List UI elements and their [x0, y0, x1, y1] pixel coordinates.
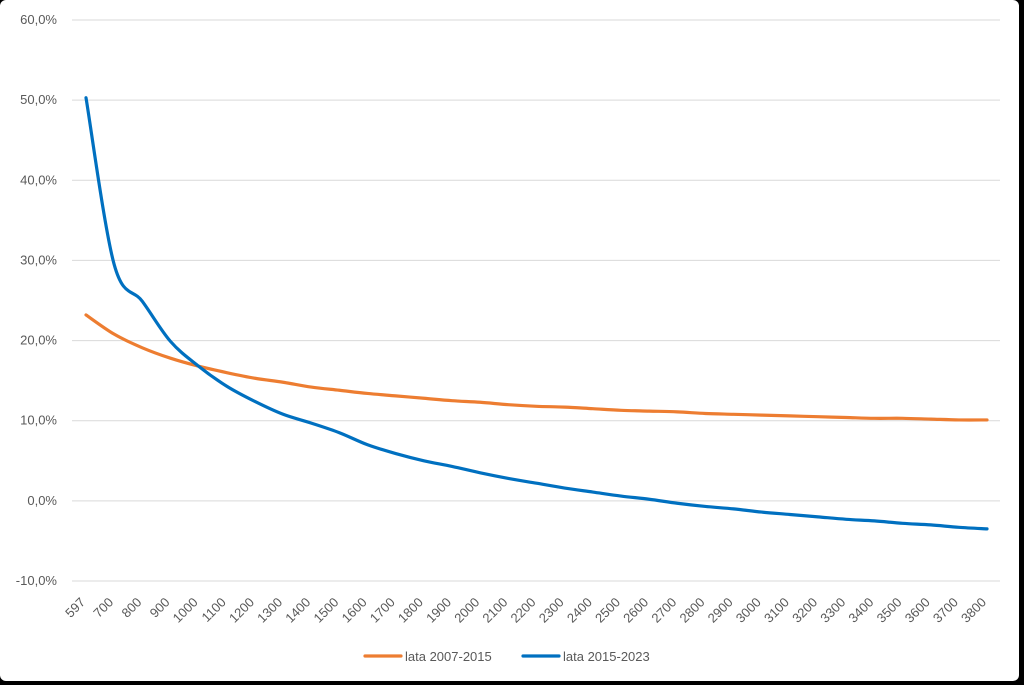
x-tick-label: 900 [147, 595, 173, 621]
x-tick-label: 1700 [367, 595, 398, 626]
y-tick-label: 50,0% [20, 92, 57, 107]
y-tick-label: 30,0% [20, 252, 57, 267]
x-tick-label: 2300 [536, 595, 567, 626]
x-tick-label: 2000 [451, 595, 482, 626]
x-tick-label: 1200 [226, 595, 257, 626]
y-axis-tick-labels: 60,0% 50,0% 40,0% 30,0% 20,0% 10,0% 0,0% -10,0% [16, 12, 58, 588]
legend: lata 2007-2015 lata 2015-2023 [363, 649, 650, 664]
series-line-1 [84, 313, 989, 422]
x-tick-label: 3500 [874, 595, 905, 626]
x-tick-label: 1900 [423, 595, 454, 626]
x-tick-label: 1400 [282, 595, 313, 626]
x-tick-label: 1800 [395, 595, 426, 626]
x-tick-label: 2800 [677, 595, 708, 626]
x-tick-label: 2900 [705, 595, 736, 626]
y-tick-label: 0,0% [27, 493, 57, 508]
x-tick-label: 3000 [733, 595, 764, 626]
x-tick-label: 1600 [339, 595, 370, 626]
series-line-2 [84, 96, 989, 531]
x-tick-label: 3200 [789, 595, 820, 626]
x-tick-label: 597 [62, 595, 88, 621]
x-tick-label: 2700 [648, 595, 679, 626]
legend-item-1: lata 2007-2015 [363, 649, 492, 664]
x-tick-label: 2200 [508, 595, 539, 626]
x-tick-label: 2400 [564, 595, 595, 626]
series-lines [84, 96, 989, 531]
y-tick-label: 40,0% [20, 172, 57, 187]
x-tick-label: 1500 [310, 595, 341, 626]
x-tick-label: 3700 [930, 595, 961, 626]
gridlines [72, 19, 1000, 582]
y-tick-label: 10,0% [20, 413, 57, 428]
x-tick-label: 3800 [958, 595, 989, 626]
x-tick-label: 2100 [479, 595, 510, 626]
x-tick-label: 1300 [254, 595, 285, 626]
y-tick-label: 60,0% [20, 12, 57, 27]
x-tick-label: 3600 [902, 595, 933, 626]
legend-label: lata 2007-2015 [405, 649, 492, 664]
x-tick-label: 3300 [817, 595, 848, 626]
legend-label: lata 2015-2023 [563, 649, 650, 664]
x-tick-label: 2600 [620, 595, 651, 626]
x-axis-tick-labels: 597 700 800 9001000110012001300140015001600… [62, 595, 989, 626]
x-tick-label: 1000 [170, 595, 201, 626]
x-tick-label: 800 [118, 595, 144, 621]
x-tick-label: 2500 [592, 595, 623, 626]
x-tick-label: 1100 [199, 595, 229, 625]
x-tick-label: 3100 [761, 595, 792, 626]
x-tick-label: 3400 [845, 595, 876, 626]
y-tick-label: -10,0% [16, 573, 58, 588]
y-tick-label: 20,0% [20, 333, 57, 348]
x-tick-label: 700 [90, 595, 116, 621]
legend-item-2: lata 2015-2023 [521, 649, 650, 664]
